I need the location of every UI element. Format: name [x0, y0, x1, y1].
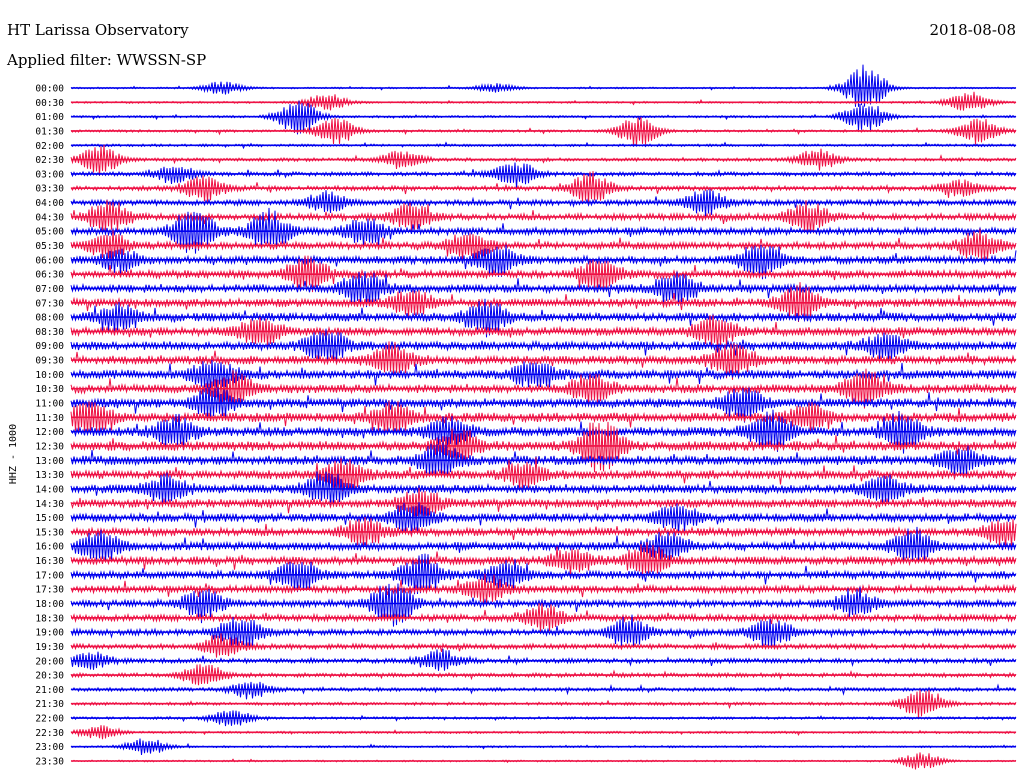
time-label: 10:00: [35, 370, 64, 381]
seismic-trace: [70, 255, 1017, 293]
time-label: 03:00: [35, 169, 64, 180]
time-label: 21:00: [35, 685, 64, 696]
seismic-trace: [70, 633, 1017, 658]
time-label: 16:00: [35, 542, 64, 553]
seismic-trace: [70, 386, 1017, 423]
time-label: 14:00: [35, 484, 64, 495]
time-label: 07:30: [35, 298, 64, 309]
traces: [70, 64, 1017, 770]
observatory-title: HT Larissa Observatory: [7, 21, 189, 39]
time-label: 01:30: [35, 126, 64, 137]
seismic-trace: [70, 583, 1017, 627]
seismic-trace: [70, 64, 1017, 107]
time-label: 23:00: [35, 742, 64, 753]
time-label: 18:00: [35, 599, 64, 610]
time-label: 07:00: [35, 284, 64, 295]
time-label: 05:30: [35, 241, 64, 252]
seismic-trace: [70, 541, 1017, 576]
time-label: 04:30: [35, 212, 64, 223]
time-label: 06:30: [35, 270, 64, 281]
time-label: 12:00: [35, 427, 64, 438]
time-label: 23:30: [35, 757, 64, 768]
seismic-trace: [70, 228, 1017, 261]
time-label: 05:00: [35, 227, 64, 238]
seismic-trace: [70, 314, 1017, 352]
seismic-trace: [70, 681, 1017, 700]
seismic-trace: [70, 271, 1017, 308]
time-label: 22:30: [35, 728, 64, 739]
seismic-trace: [70, 421, 1017, 473]
time-label: 11:30: [35, 413, 64, 424]
seismic-trace: [70, 409, 1017, 454]
seismic-trace: [70, 282, 1017, 323]
time-label: 15:00: [35, 513, 64, 524]
time-label: 13:00: [35, 456, 64, 467]
time-label: 00:00: [35, 84, 64, 95]
seismic-trace: [70, 189, 1017, 217]
seismic-trace: [70, 614, 1017, 648]
seismic-trace: [70, 573, 1017, 604]
record-date: 2018-08-08: [929, 21, 1016, 39]
time-label: 09:00: [35, 341, 64, 352]
seismic-trace: [70, 328, 1017, 363]
time-label: 13:30: [35, 470, 64, 481]
time-label: 06:00: [35, 255, 64, 266]
time-label: 00:30: [35, 98, 64, 109]
seismic-trace: [70, 400, 1017, 435]
filter-label: Applied filter: WWSSN-SP: [7, 51, 207, 69]
time-label: 17:30: [35, 585, 64, 596]
row-labels: 00:00 00:30 01:00 01:30 02:00 02:30 03:00 03:30…: [35, 84, 64, 768]
seismic-trace: [70, 199, 1017, 234]
seismic-trace: [70, 244, 1017, 280]
time-label: 09:30: [35, 356, 64, 367]
seismic-trace: [70, 471, 1017, 507]
time-label: 08:00: [35, 313, 64, 324]
seismic-trace: [70, 207, 1017, 254]
seismic-trace: [70, 487, 1017, 517]
seismic-trace: [70, 341, 1017, 380]
seismic-trace: [70, 603, 1017, 633]
time-label: 16:30: [35, 556, 64, 567]
time-label: 01:00: [35, 112, 64, 123]
time-label: 19:00: [35, 628, 64, 639]
time-label: 04:00: [35, 198, 64, 209]
seismic-trace: [70, 298, 1017, 338]
seismic-trace: [70, 456, 1017, 492]
seismic-trace: [70, 502, 1017, 536]
seismic-trace: [70, 648, 1017, 671]
seismic-trace: [70, 442, 1017, 477]
seismic-trace: [70, 359, 1017, 392]
time-label: 20:00: [35, 656, 64, 667]
time-label: 18:30: [35, 613, 64, 624]
time-label: 17:00: [35, 570, 64, 581]
time-label: 22:00: [35, 714, 64, 725]
time-label: 21:30: [35, 699, 64, 710]
time-label: 08:30: [35, 327, 64, 338]
time-label: 10:30: [35, 384, 64, 395]
time-label: 03:30: [35, 184, 64, 195]
time-label: 20:30: [35, 671, 64, 682]
seismic-trace: [70, 516, 1017, 550]
time-label: 15:30: [35, 527, 64, 538]
seismic-trace: [70, 100, 1017, 135]
seismic-trace: [70, 162, 1017, 189]
time-label: 19:30: [35, 642, 64, 653]
time-label: 12:30: [35, 441, 64, 452]
time-label: 14:30: [35, 499, 64, 510]
seismic-trace: [70, 526, 1017, 562]
time-label: 02:30: [35, 155, 64, 166]
time-label: 11:00: [35, 399, 64, 410]
time-label: 02:00: [35, 141, 64, 152]
seismic-trace: [70, 553, 1017, 595]
